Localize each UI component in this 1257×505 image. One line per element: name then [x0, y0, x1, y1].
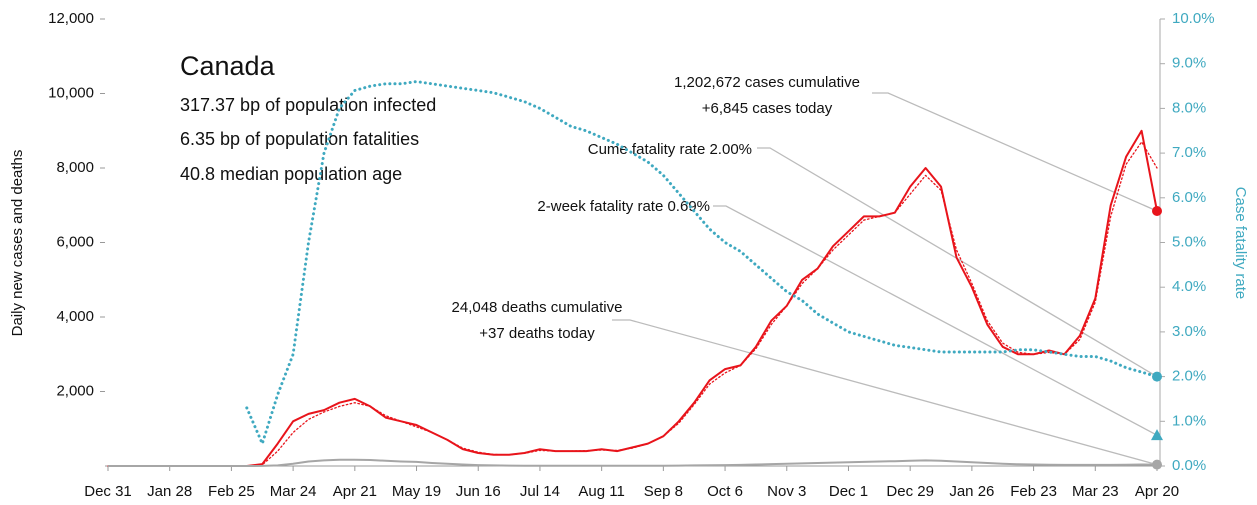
x-tick-label: May 19	[392, 483, 441, 500]
x-tick-label: Oct 6	[707, 483, 743, 500]
y2-tick-label: 3.0%	[1172, 323, 1206, 340]
info-title: Canada	[180, 51, 276, 81]
x-tick-label: Aug 11	[578, 483, 624, 500]
series-line	[245, 80, 1159, 446]
series-line	[108, 458, 1158, 467]
x-tick-label: Mar 23	[1072, 483, 1119, 500]
info-line: 40.8 median population age	[180, 164, 402, 184]
annotation: 24,048 deaths cumulative	[452, 299, 623, 316]
y-tick-label: 8,000	[56, 159, 94, 176]
annotation: +6,845 cases today	[702, 100, 833, 117]
endpoint-marker	[1152, 206, 1162, 217]
y2-tick-label: 2.0%	[1172, 368, 1206, 385]
y2-tick-label: 9.0%	[1172, 55, 1206, 72]
leader-line	[612, 319, 1158, 466]
x-tick-label: Sep 8	[644, 483, 683, 500]
x-tick-label: Jun 16	[456, 483, 501, 500]
y2-tick-label: 7.0%	[1172, 144, 1206, 161]
x-tick-label: Dec 29	[886, 483, 934, 500]
y-axis-label: Daily new cases and deaths	[9, 150, 26, 337]
x-tick-label: Dec 31	[84, 483, 132, 500]
y-tick-label: 6,000	[56, 233, 94, 250]
y-tick-label: 12,000	[48, 10, 94, 27]
x-tick-label: Apr 21	[333, 483, 377, 500]
info-line: 317.37 bp of population infected	[180, 95, 436, 115]
y2-tick-label: 0.0%	[1172, 457, 1206, 474]
x-tick-label: Jan 28	[147, 483, 192, 500]
annotation: 1,202,672 cases cumulative	[674, 74, 860, 91]
y2-tick-label: 5.0%	[1172, 233, 1206, 250]
leader-line	[757, 147, 1158, 378]
series-line	[107, 141, 1158, 467]
endpoint-marker	[1152, 371, 1162, 382]
x-tick-label: Jul 14	[520, 483, 560, 500]
y2-tick-label: 4.0%	[1172, 278, 1206, 295]
x-tick-label: Feb 25	[208, 483, 255, 500]
two-week-rate-marker	[1151, 429, 1163, 441]
y2-tick-label: 1.0%	[1172, 412, 1206, 429]
annotation: 2-week fatality rate 0.69%	[537, 198, 710, 215]
x-tick-label: Nov 3	[767, 483, 806, 500]
info-line: 6.35 bp of population fatalities	[180, 129, 419, 149]
y2-tick-label: 8.0%	[1172, 99, 1206, 116]
annotation: Cume fatality rate 2.00%	[588, 141, 752, 158]
leader-line	[713, 205, 1158, 436]
annotation: +37 deaths today	[479, 325, 595, 342]
y-tick-label: 10,000	[48, 84, 94, 101]
y2-axis-label: Case fatality rate	[1232, 187, 1249, 300]
x-tick-label: Feb 23	[1010, 483, 1057, 500]
x-tick-label: Dec 1	[829, 483, 868, 500]
y2-tick-label: 6.0%	[1172, 189, 1206, 206]
endpoint-marker	[1152, 459, 1162, 470]
x-tick-label: Apr 20	[1135, 483, 1179, 500]
leader-line	[872, 92, 1158, 212]
y2-tick-label: 10.0%	[1172, 10, 1215, 27]
x-tick-label: Mar 24	[270, 483, 317, 500]
y-tick-label: 4,000	[56, 308, 94, 325]
series-line	[108, 129, 1158, 467]
y-tick-label: 2,000	[56, 382, 94, 399]
x-tick-label: Jan 26	[949, 483, 994, 500]
